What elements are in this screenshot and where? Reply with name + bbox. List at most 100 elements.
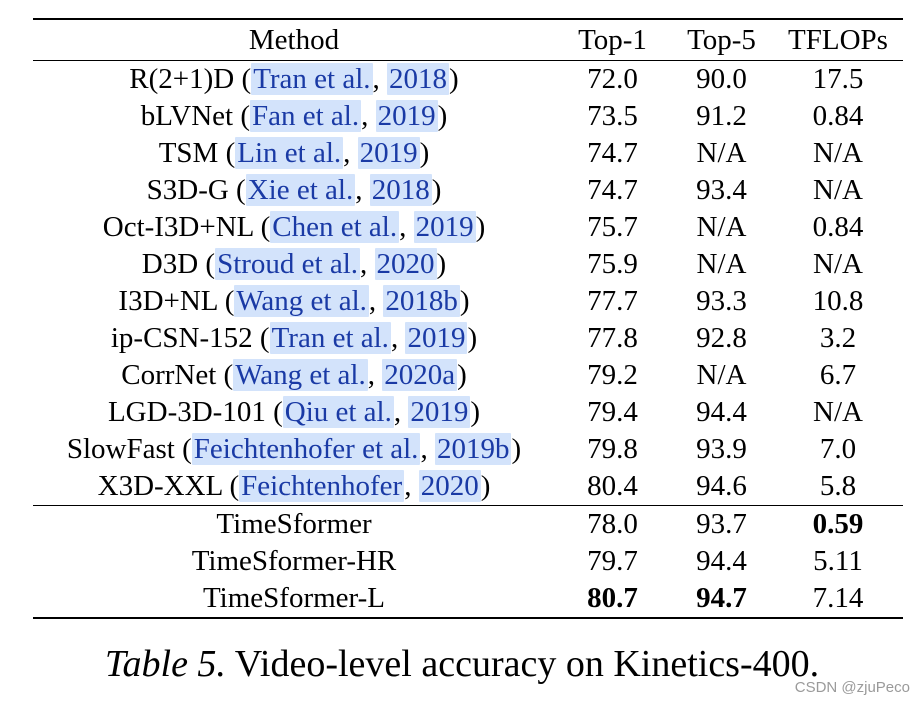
tflops-value: 3.2 xyxy=(819,322,857,354)
citation-author-link[interactable]: Stroud et al. xyxy=(215,248,361,280)
citation-year-link[interactable]: 2019 xyxy=(375,100,438,132)
caption-label: Table 5. xyxy=(104,643,226,685)
top5-value: 93.4 xyxy=(696,174,747,206)
citation-year-link[interactable]: 2019 xyxy=(408,396,471,428)
caption-text: Video-level accuracy on Kinetics-400. xyxy=(234,643,820,685)
tflops-value: 10.8 xyxy=(812,285,864,317)
tflops-value: 7.14 xyxy=(812,582,864,614)
method-cell: LGD-3D-101 (Qiu et al., 2019) xyxy=(107,396,481,428)
method-name: TimeSformer xyxy=(216,508,372,540)
results-table: Method Top-1 Top-5 TFLOPs R(2+1)D (Tran … xyxy=(33,18,903,619)
top5-value-best: 94.7 xyxy=(696,582,747,614)
method-name: Oct-I3D+NL xyxy=(102,211,254,243)
method-name: SlowFast xyxy=(66,433,175,465)
top5-value: N/A xyxy=(696,248,747,280)
top1-value: 80.4 xyxy=(587,470,638,502)
table-row: TimeSformer-L 80.7 94.7 7.14 xyxy=(33,580,903,618)
top1-value: 79.8 xyxy=(587,433,638,465)
top1-value: 72.0 xyxy=(587,63,638,95)
citation-year-link[interactable]: 2018 xyxy=(369,174,432,206)
method-name: LGD-3D-101 xyxy=(107,396,266,428)
table-row: D3D (Stroud et al., 2020) 75.9 N/A N/A xyxy=(33,246,903,283)
top5-value: 90.0 xyxy=(696,63,747,95)
method-name: TSM xyxy=(158,137,219,169)
citation-author-link[interactable]: Fan et al. xyxy=(250,100,362,132)
citation-year-link[interactable]: 2020 xyxy=(418,470,481,502)
method-name: D3D xyxy=(141,248,199,280)
method-cell: I3D+NL (Wang et al., 2018b) xyxy=(118,285,470,317)
table-row: TimeSformer 78.0 93.7 0.59 xyxy=(33,505,903,544)
citation-author-link[interactable]: Qiu et al. xyxy=(282,396,394,428)
top5-value: 92.8 xyxy=(696,322,747,354)
citation-author-link[interactable]: Wang et al. xyxy=(234,285,369,317)
citation-year-link[interactable]: 2018 xyxy=(387,63,450,95)
tflops-value: 5.8 xyxy=(819,470,857,502)
method-name: TimeSformer-HR xyxy=(191,545,397,577)
top1-value: 79.2 xyxy=(587,359,638,391)
citation-year-link[interactable]: 2020a xyxy=(382,359,458,391)
top1-value-best: 80.7 xyxy=(587,582,638,614)
method-cell: CorrNet (Wang et al., 2020a) xyxy=(121,359,467,391)
table-row: SlowFast (Feichtenhofer et al., 2019b) 79… xyxy=(33,431,903,468)
table-row: LGD-3D-101 (Qiu et al., 2019) 79.4 94.4 N/A xyxy=(33,394,903,431)
table-row: S3D-G (Xie et al., 2018) 74.7 93.4 N/A xyxy=(33,172,903,209)
top1-value: 75.7 xyxy=(587,211,638,243)
citation-year-link[interactable]: 2019 xyxy=(357,137,420,169)
top1-value: 78.0 xyxy=(587,508,638,540)
method-cell: X3D-XXL (Feichtenhofer, 2020) xyxy=(97,470,491,502)
tflops-value: 0.84 xyxy=(812,211,864,243)
method-cell: S3D-G (Xie et al., 2018) xyxy=(146,174,442,206)
method-cell: bLVNet (Fan et al., 2019) xyxy=(140,100,448,132)
citation-author-link[interactable]: Feichtenhofer xyxy=(239,470,405,502)
top5-value: 94.4 xyxy=(696,545,747,577)
citation-author-link[interactable]: Lin et al. xyxy=(235,137,344,169)
method-name: bLVNet xyxy=(140,100,234,132)
citation-author-link[interactable]: Chen et al. xyxy=(270,211,400,243)
tflops-value: N/A xyxy=(813,174,863,206)
method-name: ip-CSN-152 xyxy=(110,322,253,354)
table-row: I3D+NL (Wang et al., 2018b) 77.7 93.3 10.8 xyxy=(33,283,903,320)
table-row: TimeSformer-HR 79.7 94.4 5.11 xyxy=(33,543,903,580)
baseline-rows: R(2+1)D (Tran et al., 2018) 72.0 90.0 17.5 b… xyxy=(33,61,903,506)
table-row: TSM (Lin et al., 2019) 74.7 N/A N/A xyxy=(33,135,903,172)
watermark: CSDN @zjuPeco xyxy=(794,679,910,696)
tflops-value: N/A xyxy=(813,137,863,169)
tflops-value: 5.11 xyxy=(813,545,863,577)
top5-value: N/A xyxy=(696,137,747,169)
citation-author-link[interactable]: Wang et al. xyxy=(233,359,368,391)
top5-value: N/A xyxy=(696,359,747,391)
top1-value: 79.7 xyxy=(587,545,638,577)
top1-value: 73.5 xyxy=(587,100,638,132)
header-top5: Top-5 xyxy=(687,23,756,56)
citation-year-link[interactable]: 2018b xyxy=(383,285,460,317)
citation-author-link[interactable]: Xie et al. xyxy=(245,174,356,206)
citation-author-link[interactable]: Tran et al. xyxy=(251,63,373,95)
citation-year-link[interactable]: 2019 xyxy=(413,211,476,243)
tflops-value: N/A xyxy=(813,396,863,428)
header-top1: Top-1 xyxy=(578,23,647,56)
citation-author-link[interactable]: Feichtenhofer et al. xyxy=(191,433,421,465)
method-cell: Oct-I3D+NL (Chen et al., 2019) xyxy=(102,211,486,243)
top5-value: 94.6 xyxy=(696,470,747,502)
top5-value: 91.2 xyxy=(696,100,747,132)
citation-author-link[interactable]: Tran et al. xyxy=(269,322,391,354)
top1-value: 79.4 xyxy=(587,396,638,428)
top5-value: 93.7 xyxy=(696,508,747,540)
header-tflops: TFLOPs xyxy=(788,23,888,56)
citation-year-link[interactable]: 2019b xyxy=(434,433,512,465)
tflops-value-best: 0.59 xyxy=(812,508,864,540)
header-method: Method xyxy=(248,23,340,56)
citation-year-link[interactable]: 2020 xyxy=(374,248,437,280)
citation-year-link[interactable]: 2019 xyxy=(405,322,468,354)
tflops-value: 7.0 xyxy=(819,433,857,465)
top1-value: 77.7 xyxy=(587,285,638,317)
table-row: CorrNet (Wang et al., 2020a) 79.2 N/A 6.7 xyxy=(33,357,903,394)
method-name: X3D-XXL xyxy=(97,470,223,502)
tflops-value: N/A xyxy=(813,248,863,280)
method-name: TimeSformer-L xyxy=(202,582,385,614)
table-row: bLVNet (Fan et al., 2019) 73.5 91.2 0.84 xyxy=(33,98,903,135)
tflops-value: 17.5 xyxy=(812,63,864,95)
method-cell: ip-CSN-152 (Tran et al., 2019) xyxy=(110,322,478,354)
results-table-container: Method Top-1 Top-5 TFLOPs R(2+1)D (Tran … xyxy=(33,18,903,619)
top5-value: 94.4 xyxy=(696,396,747,428)
